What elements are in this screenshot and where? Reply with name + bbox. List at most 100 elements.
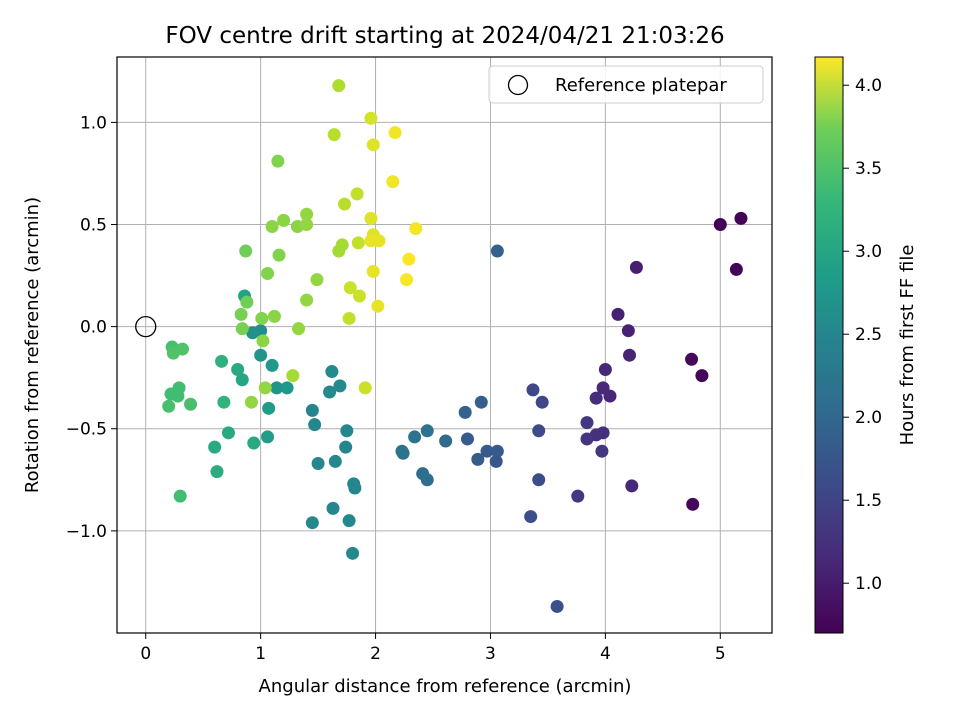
data-point [277, 213, 291, 227]
data-point [471, 452, 485, 466]
data-point [526, 383, 540, 397]
data-point [386, 175, 400, 189]
data-point [286, 369, 300, 383]
legend-box [488, 65, 764, 104]
data-point [267, 309, 281, 323]
data-point [176, 342, 189, 356]
data-point [348, 481, 362, 495]
data-point [333, 379, 347, 393]
data-point [734, 211, 748, 225]
data-point [352, 289, 366, 303]
data-point [342, 311, 356, 325]
data-point [239, 244, 253, 258]
data-point [280, 381, 294, 395]
y-tick-label: 1.0 [80, 113, 107, 133]
data-point [571, 489, 585, 503]
data-point [342, 514, 356, 528]
colorbar-tick-label: 2.5 [855, 325, 882, 345]
plot-frame [116, 56, 773, 634]
y-tick-label: 0.5 [80, 215, 107, 235]
data-point [372, 234, 386, 248]
data-point [323, 385, 337, 399]
data-point [629, 260, 643, 274]
colorbar [814, 56, 844, 634]
colorbar-tick-label: 4.0 [855, 76, 882, 96]
x-tick-label: 3 [485, 644, 496, 664]
y-axis-label: Rotation from reference (arcmin) [22, 197, 43, 493]
data-point [265, 358, 279, 372]
data-point [210, 465, 224, 479]
data-point [524, 510, 538, 524]
grid-lines [117, 57, 772, 633]
data-point [364, 111, 378, 125]
data-point [490, 444, 504, 458]
x-tick-label: 5 [715, 644, 726, 664]
data-point [623, 348, 637, 362]
data-point [350, 187, 364, 201]
x-tick-label: 0 [140, 644, 151, 664]
data-point [231, 363, 245, 377]
legend-entry-label: Reference platepar [555, 75, 727, 96]
data-point [358, 381, 372, 395]
x-axis-ticks: 0 1 2 3 4 5 [140, 633, 726, 664]
data-point [335, 238, 349, 252]
data-point [351, 236, 365, 250]
data-point [246, 326, 260, 340]
data-points [162, 79, 748, 613]
data-point [208, 440, 222, 454]
data-point [611, 307, 625, 321]
data-point [255, 311, 269, 325]
data-point [247, 436, 261, 450]
x-tick-label: 2 [370, 644, 381, 664]
data-point [532, 473, 546, 487]
data-point [595, 444, 609, 458]
plot-background [117, 57, 772, 633]
colorbar-ticks: 1.0 1.5 2.0 2.5 3.0 3.5 4.0 [843, 76, 882, 594]
data-point [625, 479, 639, 493]
data-point [490, 244, 504, 258]
data-point [420, 473, 434, 487]
data-point [402, 252, 416, 266]
data-point [388, 126, 402, 140]
data-point [292, 322, 306, 336]
data-point [396, 446, 410, 460]
data-point [695, 369, 709, 383]
x-axis-label: Angular distance from reference (arcmin) [259, 676, 632, 697]
colorbar-label: Hours from first FF file [897, 245, 918, 446]
data-point [254, 348, 268, 362]
data-point [332, 79, 346, 93]
colorbar-tick-label: 1.5 [855, 491, 882, 511]
legend-open-circle-marker [507, 74, 529, 96]
data-point [235, 322, 249, 336]
data-point [420, 424, 434, 438]
data-point [326, 501, 340, 515]
data-point [343, 281, 357, 295]
data-point [270, 381, 284, 395]
data-point [271, 154, 285, 168]
data-point [458, 405, 472, 419]
reference-marker-group [135, 315, 157, 338]
data-point [305, 403, 319, 417]
x-tick-label: 1 [255, 644, 266, 664]
data-point [474, 395, 488, 409]
data-point [338, 197, 352, 211]
data-point [409, 222, 423, 236]
y-axis-ticks: −1.0 −0.5 0.0 0.5 1.0 [66, 113, 117, 542]
data-point [258, 381, 272, 395]
data-point [221, 426, 235, 440]
y-tick-label: −0.5 [66, 420, 107, 440]
colorbar-tick-label: 1.0 [855, 574, 882, 594]
data-point [184, 397, 198, 411]
colorbar-tick-label: 2.0 [855, 408, 882, 428]
data-point [173, 489, 187, 503]
data-point [621, 324, 635, 338]
data-point [366, 264, 380, 278]
colorbar-tick-label: 3.5 [855, 159, 882, 179]
chart-title: FOV centre drift starting at 2024/04/21 … [165, 23, 724, 49]
data-point [325, 365, 339, 379]
data-point [364, 211, 378, 225]
data-point [580, 416, 594, 430]
data-point [162, 399, 176, 413]
